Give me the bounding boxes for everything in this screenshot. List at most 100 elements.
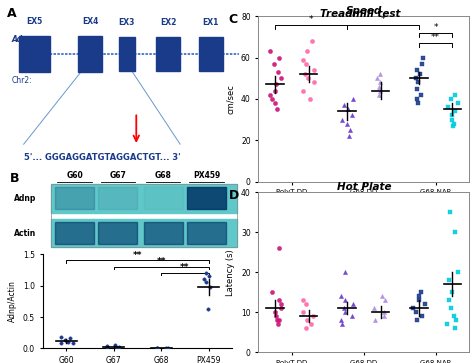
Point bbox=[445, 104, 452, 110]
Text: 5'... GGGAGGATGTAGGACTGT... 3': 5'... GGGAGGATGTAGGACTGT... 3' bbox=[24, 153, 180, 162]
Point bbox=[454, 269, 462, 275]
Point bbox=[275, 55, 283, 61]
Point bbox=[272, 82, 279, 87]
Y-axis label: Latency (s): Latency (s) bbox=[227, 249, 236, 295]
Point bbox=[447, 305, 455, 311]
Text: EX4: EX4 bbox=[82, 17, 98, 26]
Point bbox=[306, 96, 314, 102]
Point bbox=[346, 133, 353, 139]
Point bbox=[271, 88, 279, 94]
Point bbox=[277, 76, 285, 81]
Bar bbox=[99, 222, 137, 244]
Point bbox=[344, 121, 351, 127]
Title: Speed: Speed bbox=[346, 5, 382, 16]
Point bbox=[337, 317, 345, 323]
Point bbox=[348, 313, 356, 319]
Point bbox=[61, 337, 68, 343]
Point bbox=[307, 321, 315, 327]
Text: *: * bbox=[381, 15, 385, 24]
Point bbox=[415, 79, 422, 85]
Text: G60: G60 bbox=[66, 171, 83, 180]
Point bbox=[299, 88, 307, 94]
Point bbox=[348, 113, 356, 118]
Point bbox=[274, 69, 282, 75]
Point bbox=[452, 317, 460, 323]
Point bbox=[413, 317, 420, 323]
Text: C: C bbox=[229, 13, 238, 26]
Bar bbox=[51, 184, 237, 213]
Point bbox=[415, 100, 422, 106]
Point bbox=[413, 67, 420, 73]
Point bbox=[268, 96, 276, 102]
Point bbox=[273, 313, 280, 319]
Point bbox=[447, 96, 455, 102]
Bar bbox=[187, 222, 226, 244]
Point bbox=[104, 343, 111, 349]
Point bbox=[201, 276, 208, 282]
Point bbox=[450, 313, 457, 319]
Point bbox=[451, 325, 458, 331]
Point bbox=[302, 61, 310, 67]
Point bbox=[416, 71, 424, 77]
Point bbox=[271, 61, 278, 67]
Point bbox=[417, 92, 425, 98]
Text: **: ** bbox=[180, 263, 190, 272]
Point bbox=[206, 285, 214, 290]
Point bbox=[340, 305, 347, 311]
Point bbox=[446, 297, 453, 303]
Bar bbox=[118, 37, 135, 71]
Text: **: ** bbox=[431, 33, 440, 42]
Point bbox=[418, 313, 425, 319]
Point bbox=[448, 113, 456, 118]
Text: Chr2:: Chr2: bbox=[12, 76, 33, 85]
Point bbox=[448, 289, 456, 295]
Point bbox=[448, 117, 456, 122]
Text: Adnp: Adnp bbox=[14, 194, 36, 203]
Point bbox=[303, 49, 311, 54]
Bar bbox=[199, 37, 223, 71]
Point bbox=[452, 109, 459, 114]
Point bbox=[273, 106, 281, 112]
Text: M: M bbox=[273, 200, 278, 205]
Point bbox=[341, 309, 348, 315]
Point bbox=[300, 309, 307, 315]
Point bbox=[300, 57, 307, 62]
Bar bbox=[144, 187, 182, 209]
Point bbox=[153, 345, 160, 351]
Point bbox=[164, 345, 172, 351]
Point bbox=[349, 96, 356, 102]
Point bbox=[310, 67, 318, 73]
Point bbox=[111, 342, 119, 348]
Point bbox=[113, 345, 120, 351]
Point bbox=[271, 100, 279, 106]
Point bbox=[443, 321, 451, 327]
Text: EX5: EX5 bbox=[26, 17, 43, 26]
Point bbox=[373, 76, 381, 81]
Text: Actin: Actin bbox=[14, 229, 36, 237]
Point bbox=[202, 270, 210, 276]
Bar bbox=[51, 184, 237, 247]
Text: B: B bbox=[9, 172, 19, 185]
Bar bbox=[187, 187, 226, 209]
Bar bbox=[78, 36, 102, 72]
Point bbox=[375, 83, 383, 89]
Point bbox=[58, 334, 65, 339]
Point bbox=[309, 38, 316, 44]
Text: F: F bbox=[379, 200, 383, 205]
Point bbox=[340, 102, 347, 108]
Bar bbox=[55, 187, 94, 209]
Bar bbox=[99, 187, 137, 209]
Point bbox=[449, 123, 456, 129]
Text: Adnp: Adnp bbox=[12, 35, 34, 44]
Point bbox=[412, 309, 419, 315]
Point bbox=[273, 317, 281, 323]
Point bbox=[266, 49, 273, 54]
Point bbox=[275, 297, 283, 303]
Point bbox=[451, 92, 459, 98]
Point bbox=[277, 305, 285, 311]
Point bbox=[450, 121, 458, 127]
Point bbox=[412, 76, 420, 81]
Point bbox=[274, 321, 282, 327]
Text: M: M bbox=[416, 200, 421, 205]
Bar bbox=[156, 37, 180, 71]
